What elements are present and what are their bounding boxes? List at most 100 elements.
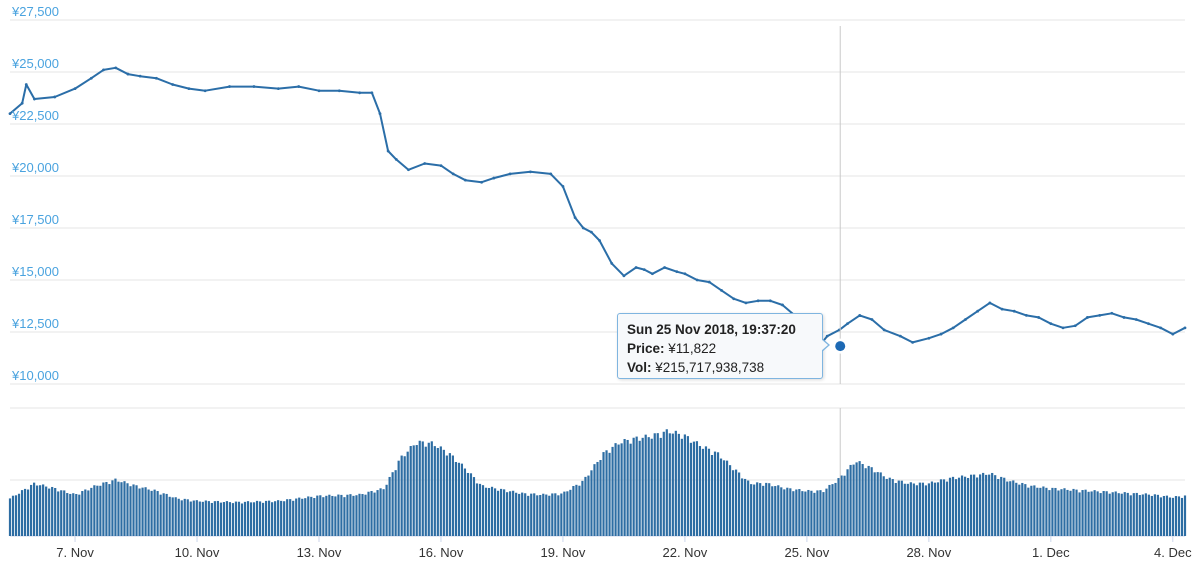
volume-bar: [593, 464, 596, 536]
volume-bar: [629, 443, 632, 536]
volume-bar: [831, 484, 834, 536]
volume-bar: [313, 498, 316, 536]
volume-bar: [1174, 496, 1178, 536]
volume-bar: [261, 502, 265, 536]
volume-bar: [647, 437, 650, 536]
price-point: [228, 85, 231, 88]
volume-bar: [979, 474, 982, 536]
price-tooltip: Sun 25 Nov 2018, 19:37:20 Price: ¥11,822…: [617, 313, 830, 379]
volume-bar: [334, 496, 337, 536]
volume-bar: [1072, 488, 1075, 536]
volume-bar: [457, 462, 461, 536]
price-point: [1025, 313, 1028, 317]
volume-bar: [617, 444, 620, 536]
price-point: [598, 239, 601, 242]
price-point: [187, 87, 191, 91]
volume-bar: [825, 488, 828, 536]
price-point: [1134, 318, 1138, 321]
volume-bar: [542, 493, 545, 536]
volume-bar: [1147, 494, 1150, 536]
price-point: [203, 89, 207, 93]
volume-bar: [1099, 493, 1102, 536]
volume-bar: [219, 502, 222, 536]
volume-bar: [328, 494, 331, 536]
volume-bar: [834, 482, 837, 536]
price-point: [858, 313, 862, 317]
price-point: [939, 332, 943, 336]
price-point: [988, 301, 992, 305]
volume-bar: [1066, 489, 1069, 536]
volume-bar: [268, 500, 271, 536]
volume-bar: [481, 485, 485, 536]
volume-bar: [1015, 482, 1018, 536]
volume-bar: [198, 501, 201, 536]
volume-bar: [388, 476, 391, 536]
price-point: [561, 185, 565, 188]
volume-bar: [707, 448, 711, 536]
volume-bar: [747, 480, 750, 536]
price-point: [463, 178, 467, 182]
volume-bar: [900, 480, 903, 536]
volume-bar: [560, 493, 563, 536]
price-point: [480, 180, 484, 184]
volume-bar: [665, 429, 668, 536]
volume-bar: [876, 472, 879, 536]
volume-bar: [716, 452, 720, 536]
volume-bar: [786, 487, 789, 536]
price-point: [1122, 316, 1126, 319]
volume-bar: [530, 493, 533, 536]
volume-bar: [801, 491, 804, 536]
price-point: [297, 85, 301, 88]
volume-bar: [1003, 477, 1006, 536]
volume-bar: [264, 500, 268, 536]
volume-bar: [394, 470, 397, 536]
volume-bar: [36, 485, 39, 536]
price-point: [720, 289, 723, 292]
time-tick-label: 13. Nov: [297, 545, 342, 560]
price-point: [1012, 309, 1016, 313]
volume-bar: [924, 485, 927, 536]
price-point: [386, 149, 390, 153]
volume-bar: [403, 456, 406, 536]
volume-bar: [704, 446, 708, 536]
price-point: [549, 172, 553, 176]
volume-bar: [463, 468, 467, 536]
volume-bar: [283, 501, 286, 536]
volume-bar: [563, 491, 566, 536]
volume-bar: [1018, 484, 1021, 536]
volume-bar: [710, 455, 714, 536]
price-point: [695, 278, 699, 282]
volume-bar: [982, 472, 985, 536]
price-point: [675, 270, 679, 274]
volume-bar: [762, 485, 765, 536]
volume-bar: [135, 485, 138, 536]
volume-bar: [400, 455, 403, 536]
volume-bar: [632, 437, 635, 536]
volume-bar: [527, 495, 530, 536]
price-tick-label: ¥12,500: [11, 316, 59, 331]
volume-bar: [234, 501, 238, 536]
volume-bar: [1090, 491, 1093, 536]
volume-bar: [346, 494, 349, 536]
time-tick-label: 22. Nov: [663, 545, 708, 560]
volume-bar: [42, 484, 45, 536]
volume-bar: [340, 494, 343, 536]
price-point: [138, 74, 142, 78]
volume-bar: [84, 489, 87, 536]
volume-bar: [976, 477, 979, 536]
volume-bar: [427, 442, 430, 536]
volume-bar: [72, 493, 75, 536]
volume-bar: [105, 481, 108, 536]
volume-bar: [192, 500, 195, 536]
volume-bar: [518, 493, 521, 536]
volume-bar: [1114, 491, 1117, 536]
time-tick-label: 7. Nov: [56, 545, 94, 560]
volume-bars: [8, 429, 1187, 536]
volume-bar: [1045, 487, 1048, 536]
volume-bar: [759, 483, 762, 536]
volume-bar: [918, 482, 921, 536]
price-point: [439, 164, 443, 168]
volume-bar: [93, 485, 96, 536]
